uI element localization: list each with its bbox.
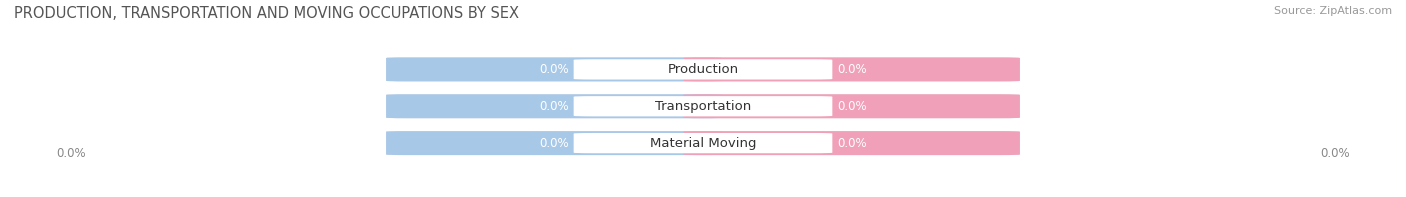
FancyBboxPatch shape bbox=[683, 131, 1019, 155]
FancyBboxPatch shape bbox=[574, 133, 832, 153]
Text: Transportation: Transportation bbox=[655, 100, 751, 113]
FancyBboxPatch shape bbox=[387, 94, 723, 118]
Text: 0.0%: 0.0% bbox=[56, 147, 86, 160]
FancyBboxPatch shape bbox=[387, 131, 1019, 155]
Text: PRODUCTION, TRANSPORTATION AND MOVING OCCUPATIONS BY SEX: PRODUCTION, TRANSPORTATION AND MOVING OC… bbox=[14, 6, 519, 21]
FancyBboxPatch shape bbox=[387, 131, 723, 155]
FancyBboxPatch shape bbox=[574, 96, 832, 116]
Text: 0.0%: 0.0% bbox=[540, 63, 569, 76]
Text: 0.0%: 0.0% bbox=[1320, 147, 1350, 160]
FancyBboxPatch shape bbox=[683, 94, 1019, 118]
Text: 0.0%: 0.0% bbox=[837, 137, 866, 150]
Text: 0.0%: 0.0% bbox=[540, 100, 569, 113]
Text: Production: Production bbox=[668, 63, 738, 76]
Text: 0.0%: 0.0% bbox=[837, 100, 866, 113]
Text: Source: ZipAtlas.com: Source: ZipAtlas.com bbox=[1274, 6, 1392, 16]
FancyBboxPatch shape bbox=[683, 57, 1019, 81]
FancyBboxPatch shape bbox=[387, 57, 1019, 81]
FancyBboxPatch shape bbox=[387, 94, 1019, 118]
Text: 0.0%: 0.0% bbox=[540, 137, 569, 150]
Text: 0.0%: 0.0% bbox=[837, 63, 866, 76]
Text: Material Moving: Material Moving bbox=[650, 137, 756, 150]
FancyBboxPatch shape bbox=[387, 57, 723, 81]
FancyBboxPatch shape bbox=[574, 59, 832, 80]
Legend: Male, Female: Male, Female bbox=[643, 196, 763, 197]
